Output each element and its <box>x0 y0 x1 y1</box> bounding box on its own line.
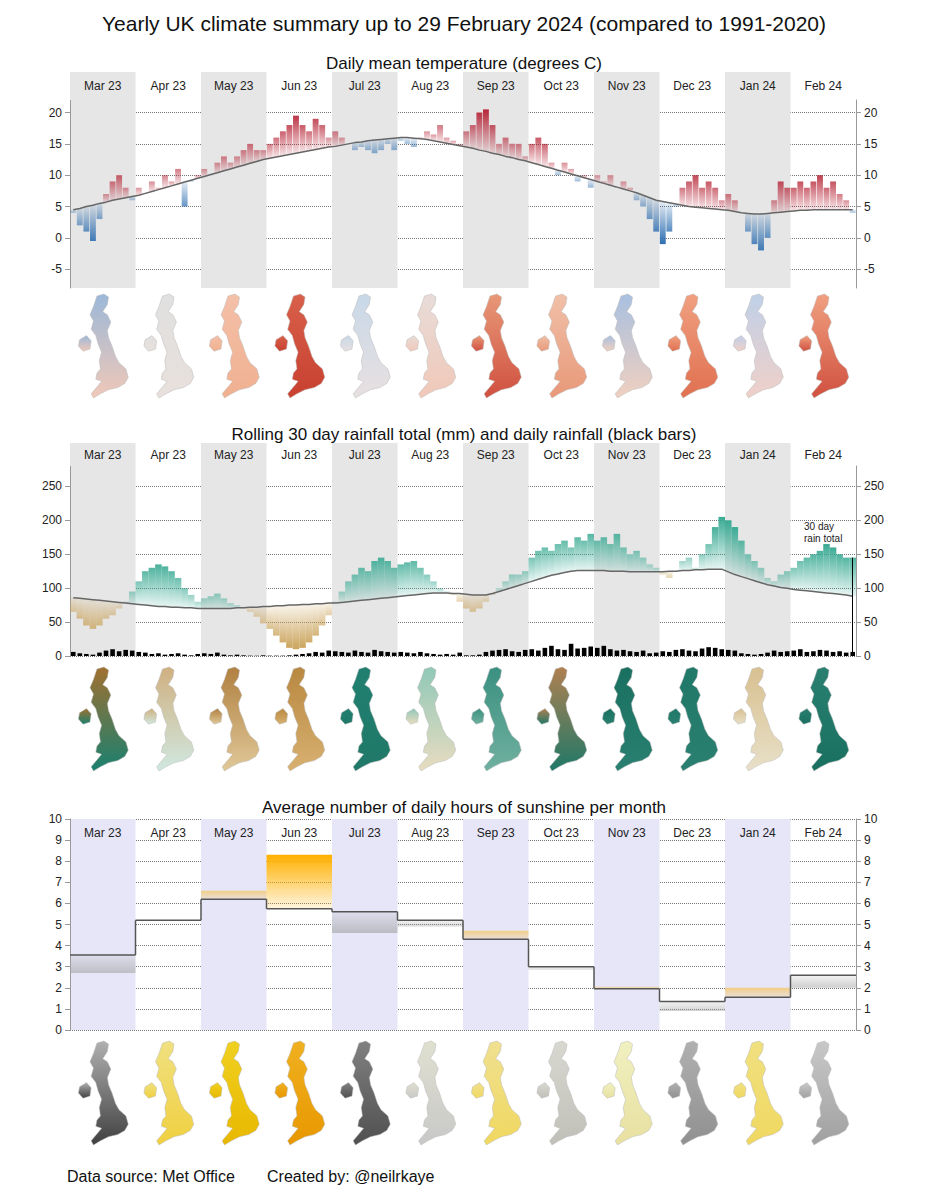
svg-text:rain total: rain total <box>804 533 842 544</box>
svg-text:May 23: May 23 <box>214 826 254 840</box>
svg-text:8: 8 <box>864 854 871 868</box>
svg-text:Sep 23: Sep 23 <box>477 826 515 840</box>
svg-text:9: 9 <box>55 833 62 847</box>
svg-text:2: 2 <box>864 981 871 995</box>
svg-text:3: 3 <box>864 960 871 974</box>
svg-text:5: 5 <box>55 918 62 932</box>
svg-text:6: 6 <box>864 896 871 910</box>
svg-text:0: 0 <box>55 1023 62 1037</box>
svg-text:May 23: May 23 <box>214 448 254 462</box>
svg-text:5: 5 <box>864 918 871 932</box>
svg-text:Jun 23: Jun 23 <box>281 79 317 93</box>
svg-text:Apr 23: Apr 23 <box>151 79 187 93</box>
svg-text:Jan 24: Jan 24 <box>740 448 776 462</box>
svg-text:4: 4 <box>864 939 871 953</box>
svg-text:1: 1 <box>55 1002 62 1016</box>
svg-text:100: 100 <box>42 581 62 595</box>
svg-text:Oct 23: Oct 23 <box>544 79 580 93</box>
svg-text:Nov 23: Nov 23 <box>608 826 646 840</box>
svg-text:1: 1 <box>864 1002 871 1016</box>
svg-text:Jul 23: Jul 23 <box>349 79 381 93</box>
svg-text:250: 250 <box>42 479 62 493</box>
svg-text:4: 4 <box>55 939 62 953</box>
svg-text:0: 0 <box>864 649 871 663</box>
svg-text:15: 15 <box>864 137 878 151</box>
svg-text:Yearly UK climate summary up t: Yearly UK climate summary up to 29 Febru… <box>102 12 826 35</box>
svg-text:50: 50 <box>49 615 63 629</box>
svg-text:-5: -5 <box>864 262 875 276</box>
svg-text:8: 8 <box>55 854 62 868</box>
svg-text:Jun 23: Jun 23 <box>281 448 317 462</box>
svg-text:2: 2 <box>55 981 62 995</box>
svg-text:Dec 23: Dec 23 <box>673 448 711 462</box>
svg-text:Mar 23: Mar 23 <box>84 79 122 93</box>
svg-text:Created by: @neilrkaye: Created by: @neilrkaye <box>267 1168 435 1185</box>
svg-text:Jul 23: Jul 23 <box>349 826 381 840</box>
svg-text:10: 10 <box>49 168 63 182</box>
svg-text:0: 0 <box>864 1023 871 1037</box>
svg-text:9: 9 <box>864 833 871 847</box>
svg-text:Sep 23: Sep 23 <box>477 79 515 93</box>
svg-text:0: 0 <box>55 649 62 663</box>
svg-text:10: 10 <box>864 168 878 182</box>
svg-text:20: 20 <box>864 106 878 120</box>
svg-text:Daily mean temperature (degree: Daily mean temperature (degrees C) <box>326 54 602 73</box>
svg-text:Feb 24: Feb 24 <box>805 826 843 840</box>
svg-text:Apr 23: Apr 23 <box>151 826 187 840</box>
svg-text:Mar 23: Mar 23 <box>84 826 122 840</box>
svg-text:Nov 23: Nov 23 <box>608 448 646 462</box>
svg-text:5: 5 <box>864 200 871 214</box>
svg-text:10: 10 <box>49 812 63 826</box>
svg-text:Average number of daily hours: Average number of daily hours of sunshin… <box>262 798 666 817</box>
svg-text:-5: -5 <box>51 262 62 276</box>
svg-text:Jan 24: Jan 24 <box>740 826 776 840</box>
svg-text:Sep 23: Sep 23 <box>477 448 515 462</box>
svg-text:50: 50 <box>864 615 878 629</box>
svg-text:150: 150 <box>42 547 62 561</box>
svg-text:Apr 23: Apr 23 <box>151 448 187 462</box>
svg-text:Aug 23: Aug 23 <box>411 826 449 840</box>
svg-text:250: 250 <box>864 479 884 493</box>
svg-text:Feb 24: Feb 24 <box>805 79 843 93</box>
svg-text:7: 7 <box>55 875 62 889</box>
svg-text:Jun 23: Jun 23 <box>281 826 317 840</box>
svg-text:6: 6 <box>55 896 62 910</box>
svg-text:Feb 24: Feb 24 <box>805 448 843 462</box>
svg-text:Rolling 30 day rainfall total: Rolling 30 day rainfall total (mm) and d… <box>232 425 697 444</box>
svg-text:7: 7 <box>864 875 871 889</box>
svg-text:200: 200 <box>864 513 884 527</box>
svg-text:Nov 23: Nov 23 <box>608 79 646 93</box>
svg-text:Oct 23: Oct 23 <box>544 448 580 462</box>
svg-text:0: 0 <box>55 231 62 245</box>
svg-text:Jul 23: Jul 23 <box>349 448 381 462</box>
svg-text:Aug 23: Aug 23 <box>411 79 449 93</box>
svg-text:Mar 23: Mar 23 <box>84 448 122 462</box>
svg-text:5: 5 <box>55 200 62 214</box>
svg-text:Oct 23: Oct 23 <box>544 826 580 840</box>
svg-text:Jan 24: Jan 24 <box>740 79 776 93</box>
svg-text:10: 10 <box>864 812 878 826</box>
svg-text:15: 15 <box>49 137 63 151</box>
svg-text:150: 150 <box>864 547 884 561</box>
svg-text:Aug 23: Aug 23 <box>411 448 449 462</box>
svg-text:200: 200 <box>42 513 62 527</box>
svg-text:30 day: 30 day <box>804 521 834 532</box>
svg-text:Dec 23: Dec 23 <box>673 826 711 840</box>
svg-text:Dec 23: Dec 23 <box>673 79 711 93</box>
svg-text:0: 0 <box>864 231 871 245</box>
svg-text:Data source: Met Office: Data source: Met Office <box>67 1168 235 1185</box>
svg-text:100: 100 <box>864 581 884 595</box>
svg-text:20: 20 <box>49 106 63 120</box>
svg-text:May 23: May 23 <box>214 79 254 93</box>
svg-text:3: 3 <box>55 960 62 974</box>
